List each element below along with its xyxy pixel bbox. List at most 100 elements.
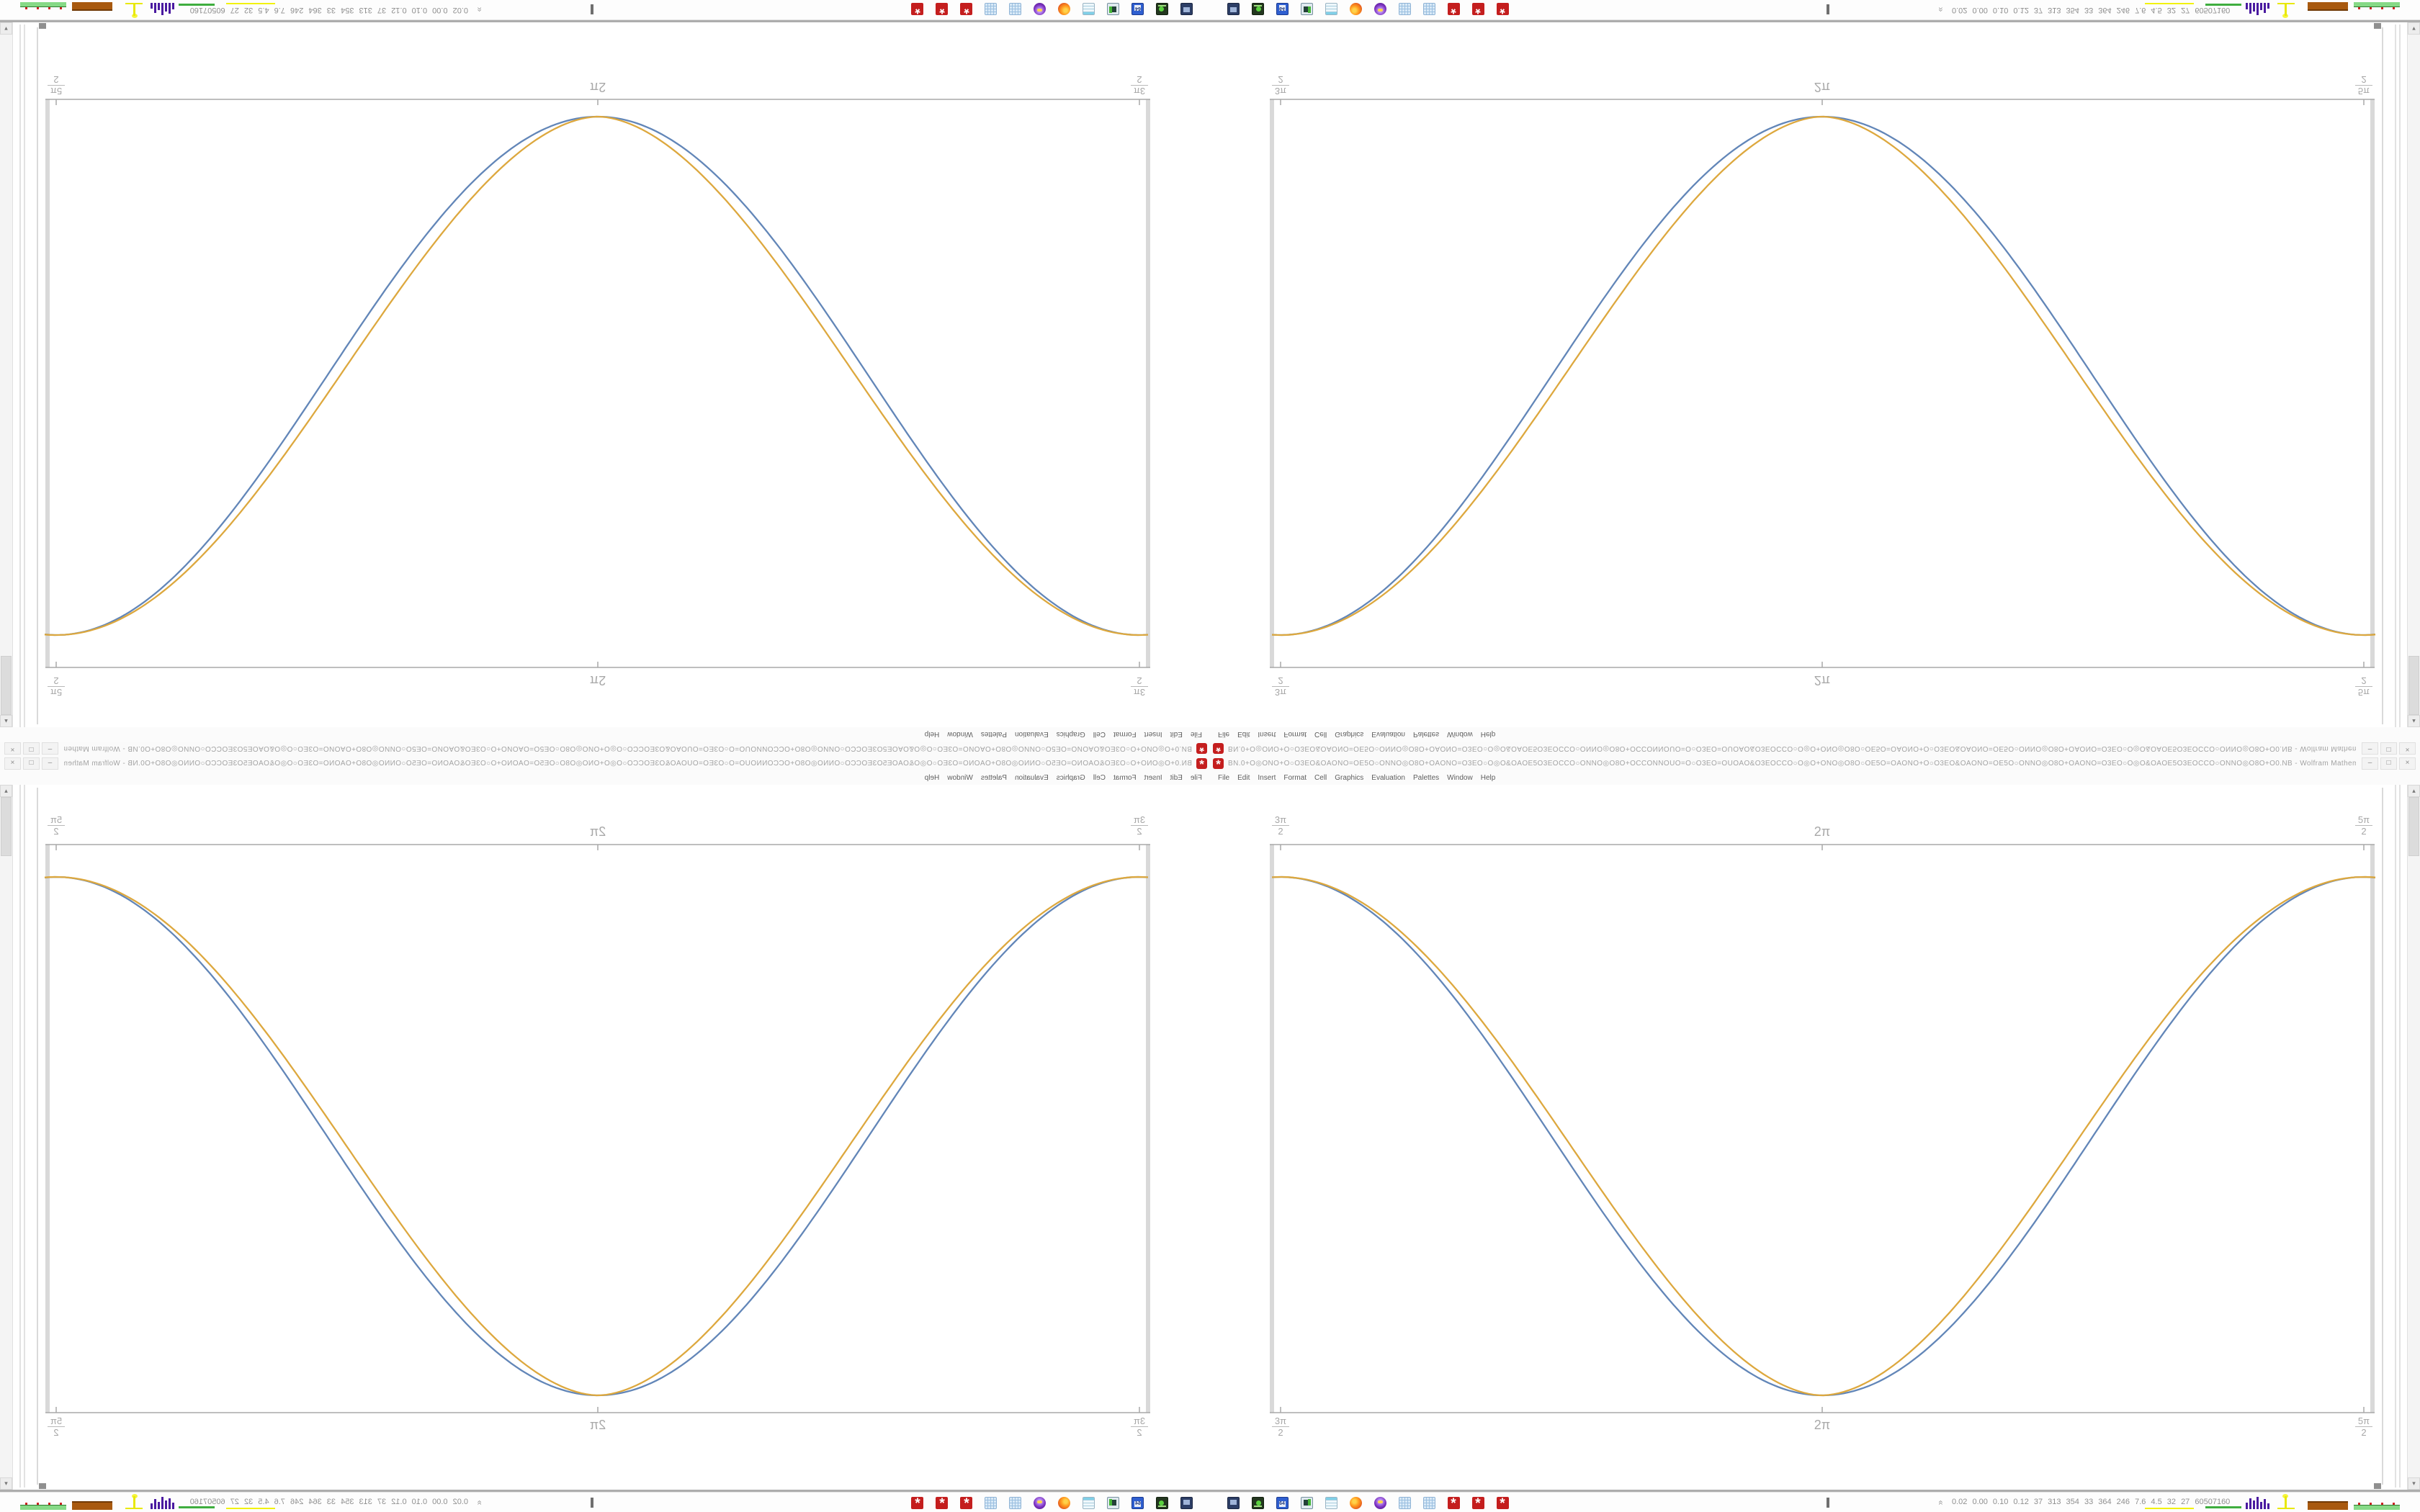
taskbar-button-purple-owl-app[interactable] (1031, 1, 1049, 17)
vertical-scrollbar[interactable]: ▴ ▾ (2407, 22, 2420, 727)
taskbar-button-floppy-disk-app[interactable]: 64 (1273, 1495, 1291, 1511)
horizontal-scroll-nub[interactable] (2374, 23, 2381, 29)
scroll-thumb[interactable] (1, 656, 12, 715)
close-button[interactable]: × (4, 742, 21, 755)
status-collapse-chevron-icon[interactable]: « (474, 6, 484, 12)
menu-insert[interactable]: Insert (1144, 773, 1162, 782)
menu-window[interactable]: Window (1447, 730, 1473, 739)
taskbar-button-mathematica[interactable]: * (1445, 1, 1462, 17)
menu-palettes[interactable]: Palettes (980, 730, 1007, 739)
taskbar-button-mathematica[interactable]: * (933, 1, 951, 17)
close-button[interactable]: × (4, 757, 21, 770)
menu-format[interactable]: Format (1113, 730, 1137, 739)
menu-file[interactable]: File (1190, 730, 1202, 739)
menu-graphics[interactable]: Graphics (1335, 773, 1364, 782)
taskbar-button-mathematica[interactable]: * (1469, 1495, 1487, 1511)
taskbar-button-device-green-app[interactable] (1249, 1, 1266, 17)
taskbar-button-calculator[interactable] (1420, 1, 1438, 17)
notebook-area[interactable] (1210, 785, 2420, 1490)
menu-format[interactable]: Format (1113, 773, 1137, 782)
menu-file[interactable]: File (1190, 773, 1202, 782)
menu-file[interactable]: File (1218, 773, 1230, 782)
vertical-scrollbar[interactable]: ▴ ▾ (0, 22, 13, 727)
taskbar-button-mathematica[interactable]: * (1469, 1, 1487, 17)
restore-button[interactable]: □ (23, 757, 40, 770)
horizontal-scroll-nub[interactable] (39, 1483, 46, 1489)
taskbar-button-calculator[interactable] (1420, 1495, 1438, 1511)
menu-evaluation[interactable]: Evaluation (1371, 773, 1405, 782)
taskbar-button-notepad-app[interactable] (1322, 1, 1340, 17)
minimize-button[interactable]: – (2362, 757, 2378, 770)
taskbar-button-firefox[interactable] (1056, 1, 1073, 17)
menu-edit[interactable]: Edit (1237, 730, 1250, 739)
scroll-up-button[interactable]: ▴ (2408, 715, 2420, 727)
taskbar-button-floppy-disk-app[interactable]: 64 (1273, 1, 1291, 17)
taskbar-button-monitor-dark-app[interactable] (1224, 1, 1242, 17)
minimize-button[interactable]: – (42, 742, 58, 755)
menu-file[interactable]: File (1218, 730, 1230, 739)
minimize-button[interactable]: – (2362, 742, 2378, 755)
window-titlebar[interactable]: * BN.0+O◎ONO+O○O3EO&OAONO=OE5O○ONNO◎O8O+… (0, 741, 1210, 756)
taskbar-button-firefox[interactable] (1347, 1, 1364, 17)
taskbar-button-purple-owl-app[interactable] (1371, 1495, 1389, 1511)
scroll-down-button[interactable]: ▾ (0, 1477, 12, 1490)
close-button[interactable]: × (2399, 742, 2416, 755)
taskbar-button-firefox[interactable] (1347, 1495, 1364, 1511)
menu-cell[interactable]: Cell (1093, 773, 1106, 782)
menu-help[interactable]: Help (924, 730, 940, 739)
menu-graphics[interactable]: Graphics (1056, 773, 1085, 782)
taskbar-button-notepad-app[interactable] (1322, 1495, 1340, 1511)
menu-insert[interactable]: Insert (1258, 730, 1276, 739)
menu-edit[interactable]: Edit (1170, 730, 1183, 739)
scroll-down-button[interactable]: ▾ (2408, 22, 2420, 35)
status-collapse-chevron-icon[interactable]: « (1936, 1500, 1946, 1506)
taskbar-button-calculator[interactable] (1396, 1495, 1413, 1511)
window-titlebar[interactable]: * BN.0+O◎ONO+O○O3EO&OAONO=OE5O○ONNO◎O8O+… (0, 756, 1210, 771)
menu-insert[interactable]: Insert (1144, 730, 1162, 739)
menu-edit[interactable]: Edit (1237, 773, 1250, 782)
notebook-area[interactable] (0, 22, 1210, 727)
vertical-scrollbar[interactable]: ▴ ▾ (0, 785, 13, 1490)
menu-window[interactable]: Window (947, 730, 973, 739)
taskbar-button-mathematica[interactable]: * (1494, 1, 1511, 17)
vertical-scrollbar[interactable]: ▴ ▾ (2407, 785, 2420, 1490)
taskbar-button-notepad-app[interactable] (1080, 1495, 1098, 1511)
taskbar-button-mathematica[interactable]: * (1445, 1495, 1462, 1511)
taskbar-button-mathematica[interactable]: * (1494, 1495, 1511, 1511)
menu-palettes[interactable]: Palettes (980, 773, 1007, 782)
taskbar-button-calculator[interactable] (982, 1, 1000, 17)
taskbar-drag-handle[interactable] (1827, 4, 1829, 14)
taskbar-drag-handle[interactable] (591, 4, 593, 14)
window-titlebar[interactable]: * BN.0+O◎ONO+O○O3EO&OAONO=OE5O○ONNO◎O8O+… (1210, 741, 2420, 756)
menu-insert[interactable]: Insert (1258, 773, 1276, 782)
window-titlebar[interactable]: * BN.0+O◎ONO+O○O3EO&OAONO=OE5O○ONNO◎O8O+… (1210, 756, 2420, 771)
menu-evaluation[interactable]: Evaluation (1015, 730, 1049, 739)
scroll-up-button[interactable]: ▴ (0, 785, 12, 797)
taskbar-button-monitor-plant-app[interactable] (1105, 1495, 1122, 1511)
menu-cell[interactable]: Cell (1314, 773, 1327, 782)
menu-evaluation[interactable]: Evaluation (1015, 773, 1049, 782)
taskbar-button-notepad-app[interactable] (1080, 1, 1098, 17)
taskbar-button-monitor-plant-app[interactable] (1298, 1495, 1315, 1511)
taskbar-button-device-green-app[interactable] (1154, 1495, 1171, 1511)
notebook-area[interactable] (1210, 22, 2420, 727)
menu-cell[interactable]: Cell (1093, 730, 1106, 739)
taskbar-button-firefox[interactable] (1056, 1495, 1073, 1511)
taskbar-button-mathematica[interactable]: * (958, 1495, 975, 1511)
taskbar-drag-handle[interactable] (591, 1498, 593, 1508)
taskbar-button-monitor-dark-app[interactable] (1178, 1, 1196, 17)
menu-graphics[interactable]: Graphics (1056, 730, 1085, 739)
menu-palettes[interactable]: Palettes (1413, 730, 1440, 739)
scroll-down-button[interactable]: ▾ (0, 22, 12, 35)
menu-palettes[interactable]: Palettes (1413, 773, 1440, 782)
menu-edit[interactable]: Edit (1170, 773, 1183, 782)
taskbar-button-monitor-dark-app[interactable] (1178, 1495, 1196, 1511)
menu-cell[interactable]: Cell (1314, 730, 1327, 739)
taskbar-button-mathematica[interactable]: * (909, 1, 926, 17)
notebook-area[interactable] (0, 785, 1210, 1490)
horizontal-scroll-nub[interactable] (39, 23, 46, 29)
taskbar-button-device-green-app[interactable] (1249, 1495, 1266, 1511)
taskbar-button-mathematica[interactable]: * (933, 1495, 951, 1511)
menu-evaluation[interactable]: Evaluation (1371, 730, 1405, 739)
menu-help[interactable]: Help (924, 773, 940, 782)
